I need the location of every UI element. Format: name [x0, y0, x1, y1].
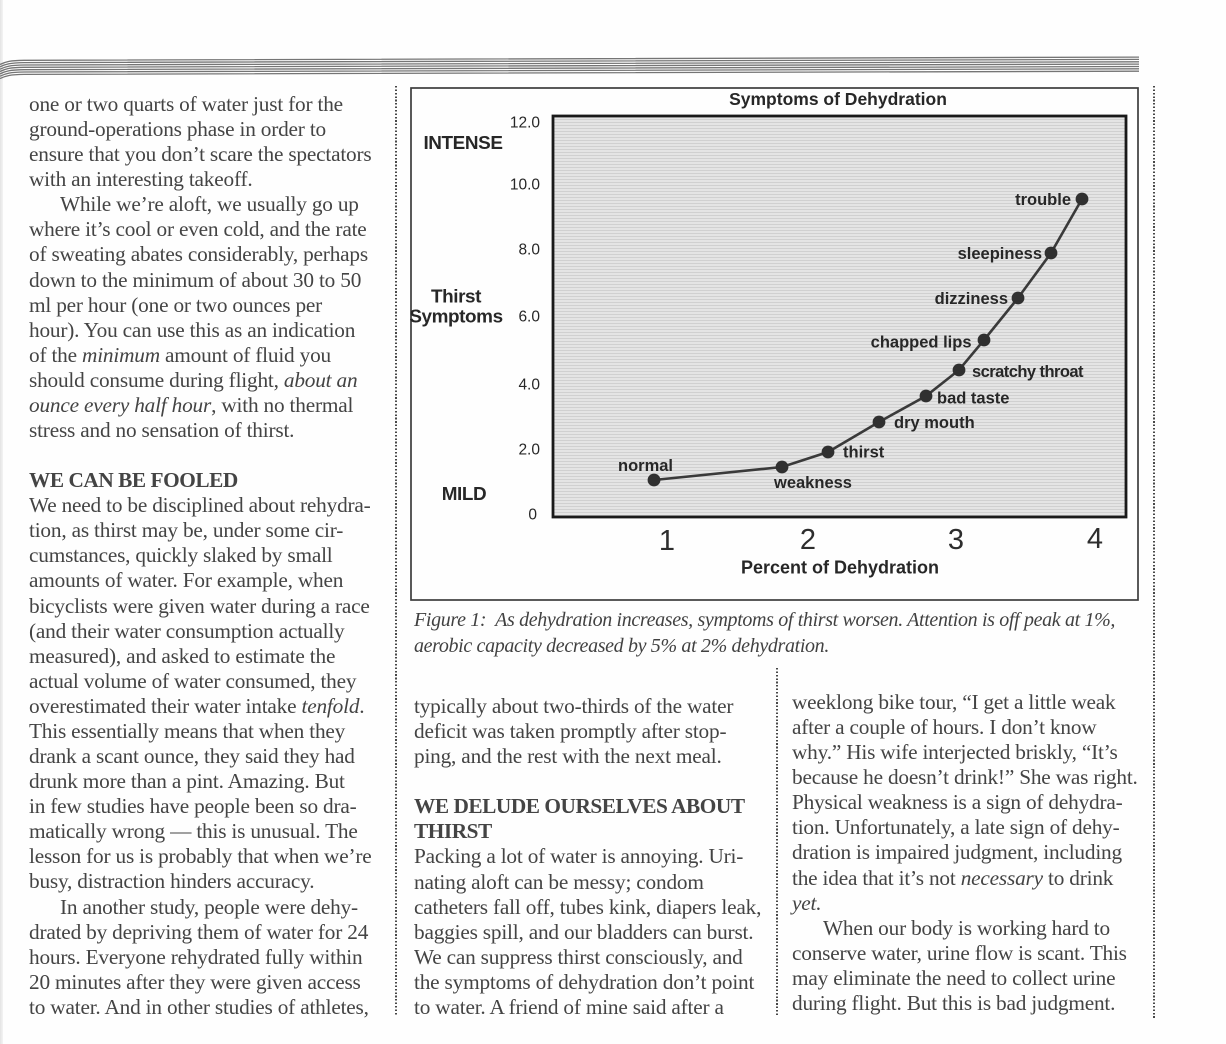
svg-text:12.0: 12.0 — [510, 115, 541, 132]
svg-text:MILD: MILD — [442, 484, 487, 505]
svg-text:8.0: 8.0 — [518, 242, 540, 259]
svg-text:chapped lips: chapped lips — [871, 334, 972, 352]
svg-text:thirst: thirst — [843, 444, 885, 462]
svg-text:sleepiness: sleepiness — [958, 245, 1042, 263]
svg-text:INTENSE: INTENSE — [423, 133, 502, 154]
svg-text:Percent of Dehydration: Percent of Dehydration — [741, 558, 939, 578]
svg-text:2.0: 2.0 — [518, 442, 540, 459]
svg-text:4.0: 4.0 — [518, 377, 540, 394]
svg-text:dry mouth: dry mouth — [894, 414, 975, 432]
svg-text:dizziness: dizziness — [935, 290, 1008, 308]
svg-text:bad taste: bad taste — [937, 390, 1009, 408]
svg-text:Symptoms: Symptoms — [410, 307, 503, 328]
svg-text:scratchy throat: scratchy throat — [972, 363, 1084, 381]
svg-text:4: 4 — [1087, 523, 1103, 555]
svg-text:6.0: 6.0 — [518, 309, 540, 326]
svg-text:0: 0 — [528, 507, 537, 524]
svg-text:Thirst: Thirst — [431, 287, 482, 308]
svg-text:2: 2 — [800, 524, 816, 556]
svg-text:weakness: weakness — [773, 474, 852, 492]
svg-text:10.0: 10.0 — [510, 177, 541, 194]
svg-text:normal: normal — [618, 457, 673, 475]
svg-text:trouble: trouble — [1015, 191, 1071, 209]
svg-text:Symptoms of Dehydration: Symptoms of Dehydration — [729, 89, 947, 109]
svg-text:1: 1 — [659, 525, 675, 557]
svg-text:3: 3 — [948, 524, 964, 556]
